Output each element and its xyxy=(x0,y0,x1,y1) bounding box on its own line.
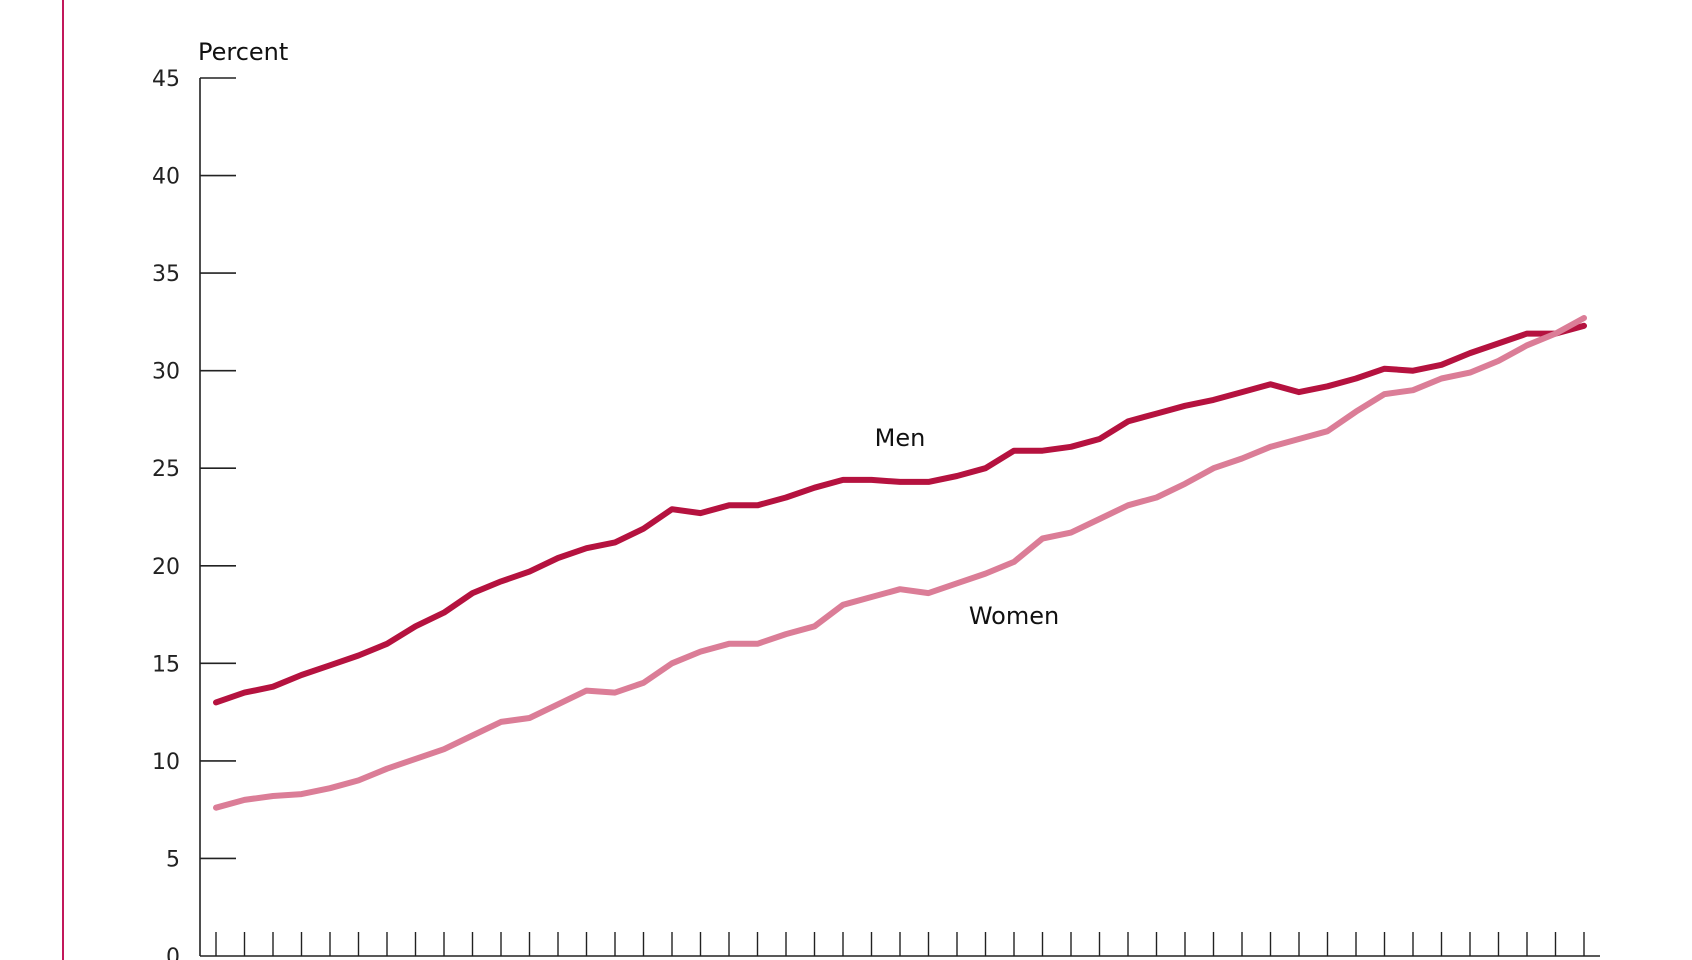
y-tick-label-20: 20 xyxy=(152,555,180,580)
series-label-women: Women xyxy=(969,602,1059,630)
y-ticks: 0 5 10 15 20 25 30 35 40 45 xyxy=(152,67,236,960)
y-tick-label-30: 30 xyxy=(152,360,180,385)
series-line-men xyxy=(213,322,1587,706)
y-tick-label-0: 0 xyxy=(166,945,180,960)
y-axis-title: Percent xyxy=(198,38,288,66)
y-tick-label-25: 25 xyxy=(152,457,180,482)
y-tick-label-10: 10 xyxy=(152,750,180,775)
y-tick-label-40: 40 xyxy=(152,165,180,190)
series-label-men: Men xyxy=(875,424,926,452)
y-tick-label-35: 35 xyxy=(152,262,180,287)
y-tick-label-5: 5 xyxy=(166,847,180,872)
series-group: Men Women xyxy=(213,315,1587,811)
y-tick-label-45: 45 xyxy=(152,67,180,92)
x-ticks xyxy=(215,932,1585,956)
y-tick-label-15: 15 xyxy=(152,652,180,677)
series-line-women xyxy=(213,315,1587,811)
